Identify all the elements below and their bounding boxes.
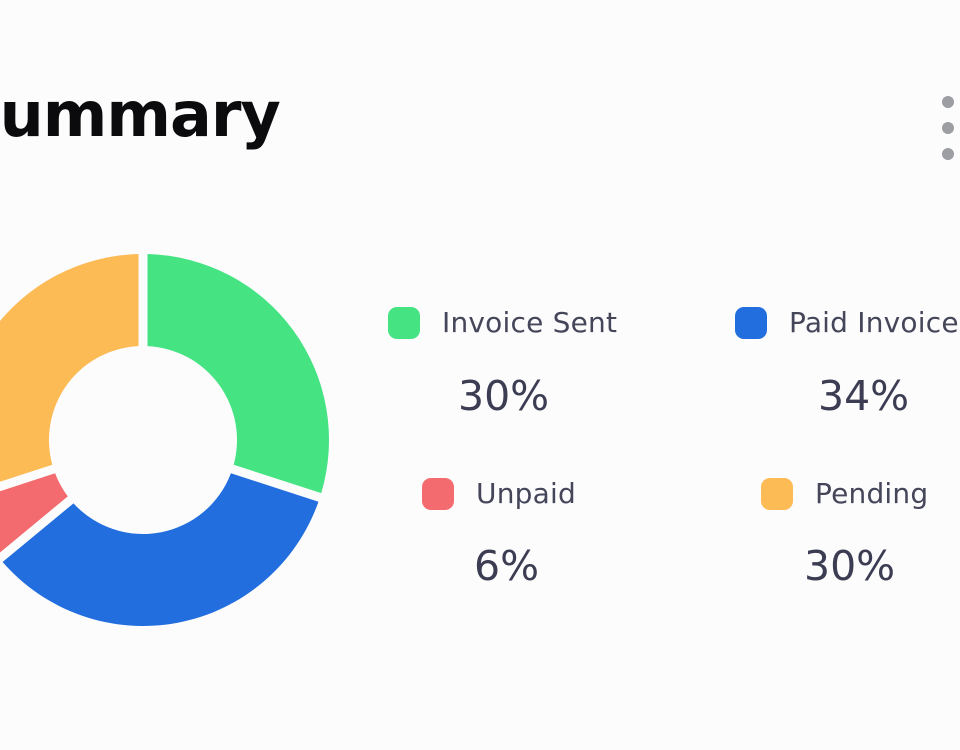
donut-slice-unpaid xyxy=(0,473,68,553)
donut-slice-invoice-sent xyxy=(147,254,329,494)
legend-value-unpaid: 6% xyxy=(474,542,540,590)
more-vertical-icon[interactable] xyxy=(930,96,960,160)
menu-dot xyxy=(942,122,954,134)
card-title: Summary xyxy=(0,78,281,151)
legend-label: Invoice Sent xyxy=(442,306,618,339)
legend-swatch xyxy=(761,477,793,510)
legend-swatch xyxy=(422,477,454,510)
legend-item-unpaid: Unpaid xyxy=(422,477,702,510)
menu-dot xyxy=(942,148,954,160)
legend-label: Pending xyxy=(815,477,929,510)
legend-item-invoice-sent: Invoice Sent xyxy=(388,306,668,339)
legend-item-paid-invoice: Paid Invoice xyxy=(735,306,960,339)
donut-slice-pending xyxy=(0,254,139,482)
legend-value-invoice-sent: 30% xyxy=(458,372,550,420)
legend-swatch xyxy=(735,306,767,339)
menu-dot xyxy=(942,96,954,108)
legend-value-pending: 30% xyxy=(804,542,896,590)
legend-item-pending: Pending xyxy=(761,477,960,510)
donut-slice-paid-invoice xyxy=(2,473,319,627)
legend-swatch xyxy=(388,306,420,339)
legend-value-paid-invoice: 34% xyxy=(818,372,910,420)
legend-label: Paid Invoice xyxy=(789,306,959,339)
legend-label: Unpaid xyxy=(476,477,576,510)
